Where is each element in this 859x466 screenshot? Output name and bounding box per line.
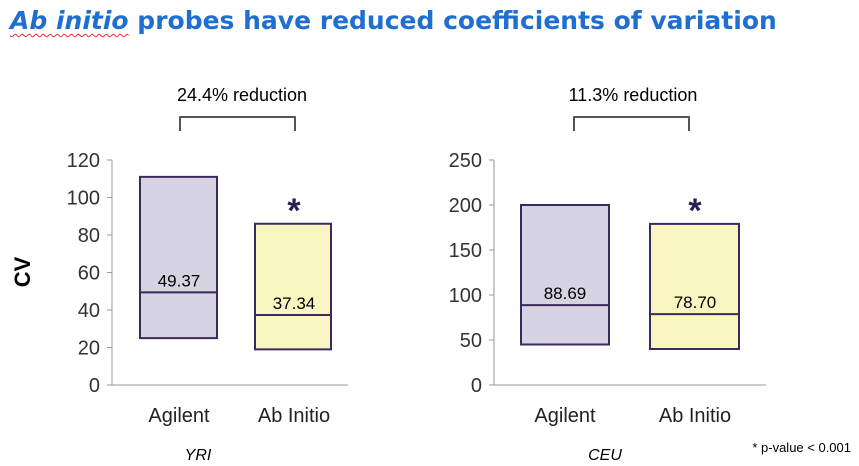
panel-1-y-tick-label: 60: [78, 263, 100, 285]
panel-2-category-label-2: Ab Initio: [659, 405, 731, 427]
panel-2-y-tick-label: 0: [471, 375, 482, 397]
panel-1-box-1: [139, 175, 218, 340]
panel-1-y-tick-label: 100: [67, 188, 100, 210]
panel-2-y-tick-label: 50: [460, 330, 482, 352]
panel-1-y-tick-label: 80: [78, 225, 100, 247]
panel-1-y-tick-label: 0: [89, 375, 100, 397]
panel-1-category-label-2: Ab Initio: [258, 405, 330, 427]
panel-2-y-tick-label: 250: [449, 150, 482, 172]
panel-1-reduction-annotation: 24.4% reduction: [177, 85, 307, 105]
panel-1-median-label-2: 37.34: [273, 294, 316, 313]
panel-2-population-label: CEU: [588, 447, 622, 464]
panel-1-median-label-1: 49.37: [158, 271, 201, 290]
panel-2-median-label-2: 78.70: [674, 293, 717, 312]
panel-1-box-2: [254, 222, 332, 351]
panel-2-y-tick-label: 100: [449, 285, 482, 307]
panel-2-box-2: [649, 222, 740, 350]
panel-2-reduction-annotation: 11.3% reduction: [569, 85, 698, 105]
panel-1-y-tick-label: 20: [78, 338, 100, 360]
slide-title-rest: probes have reduced coefficients of vari…: [128, 6, 777, 35]
slide-title: Ab initio probes have reduced coefficien…: [10, 6, 777, 35]
footnote: * p-value < 0.001: [752, 440, 851, 455]
panel-2-box-1: [520, 204, 610, 346]
panel-1-category-label-1: Agilent: [148, 405, 210, 427]
panel-2-y-tick-label: 150: [449, 240, 482, 262]
panel-2-median-label-1: 88.69: [544, 284, 587, 303]
panel-1-population-label: YRI: [185, 447, 212, 464]
panel-2-category-label-1: Agilent: [534, 405, 596, 427]
slide-title-italic: Ab initio: [10, 6, 129, 35]
panel-1-y-tick-label: 40: [78, 300, 100, 322]
panel-1-y-tick-label: 120: [67, 150, 100, 172]
panel-1-significance-asterisk: *: [287, 192, 301, 230]
panel-2-significance-asterisk: *: [688, 192, 702, 230]
panel-2-comparison-bracket: [573, 116, 690, 131]
panel-1-comparison-bracket: [179, 116, 296, 131]
panel-2-y-tick-label: 200: [449, 195, 482, 217]
panel-1-y-axis-label: CV: [10, 256, 35, 287]
